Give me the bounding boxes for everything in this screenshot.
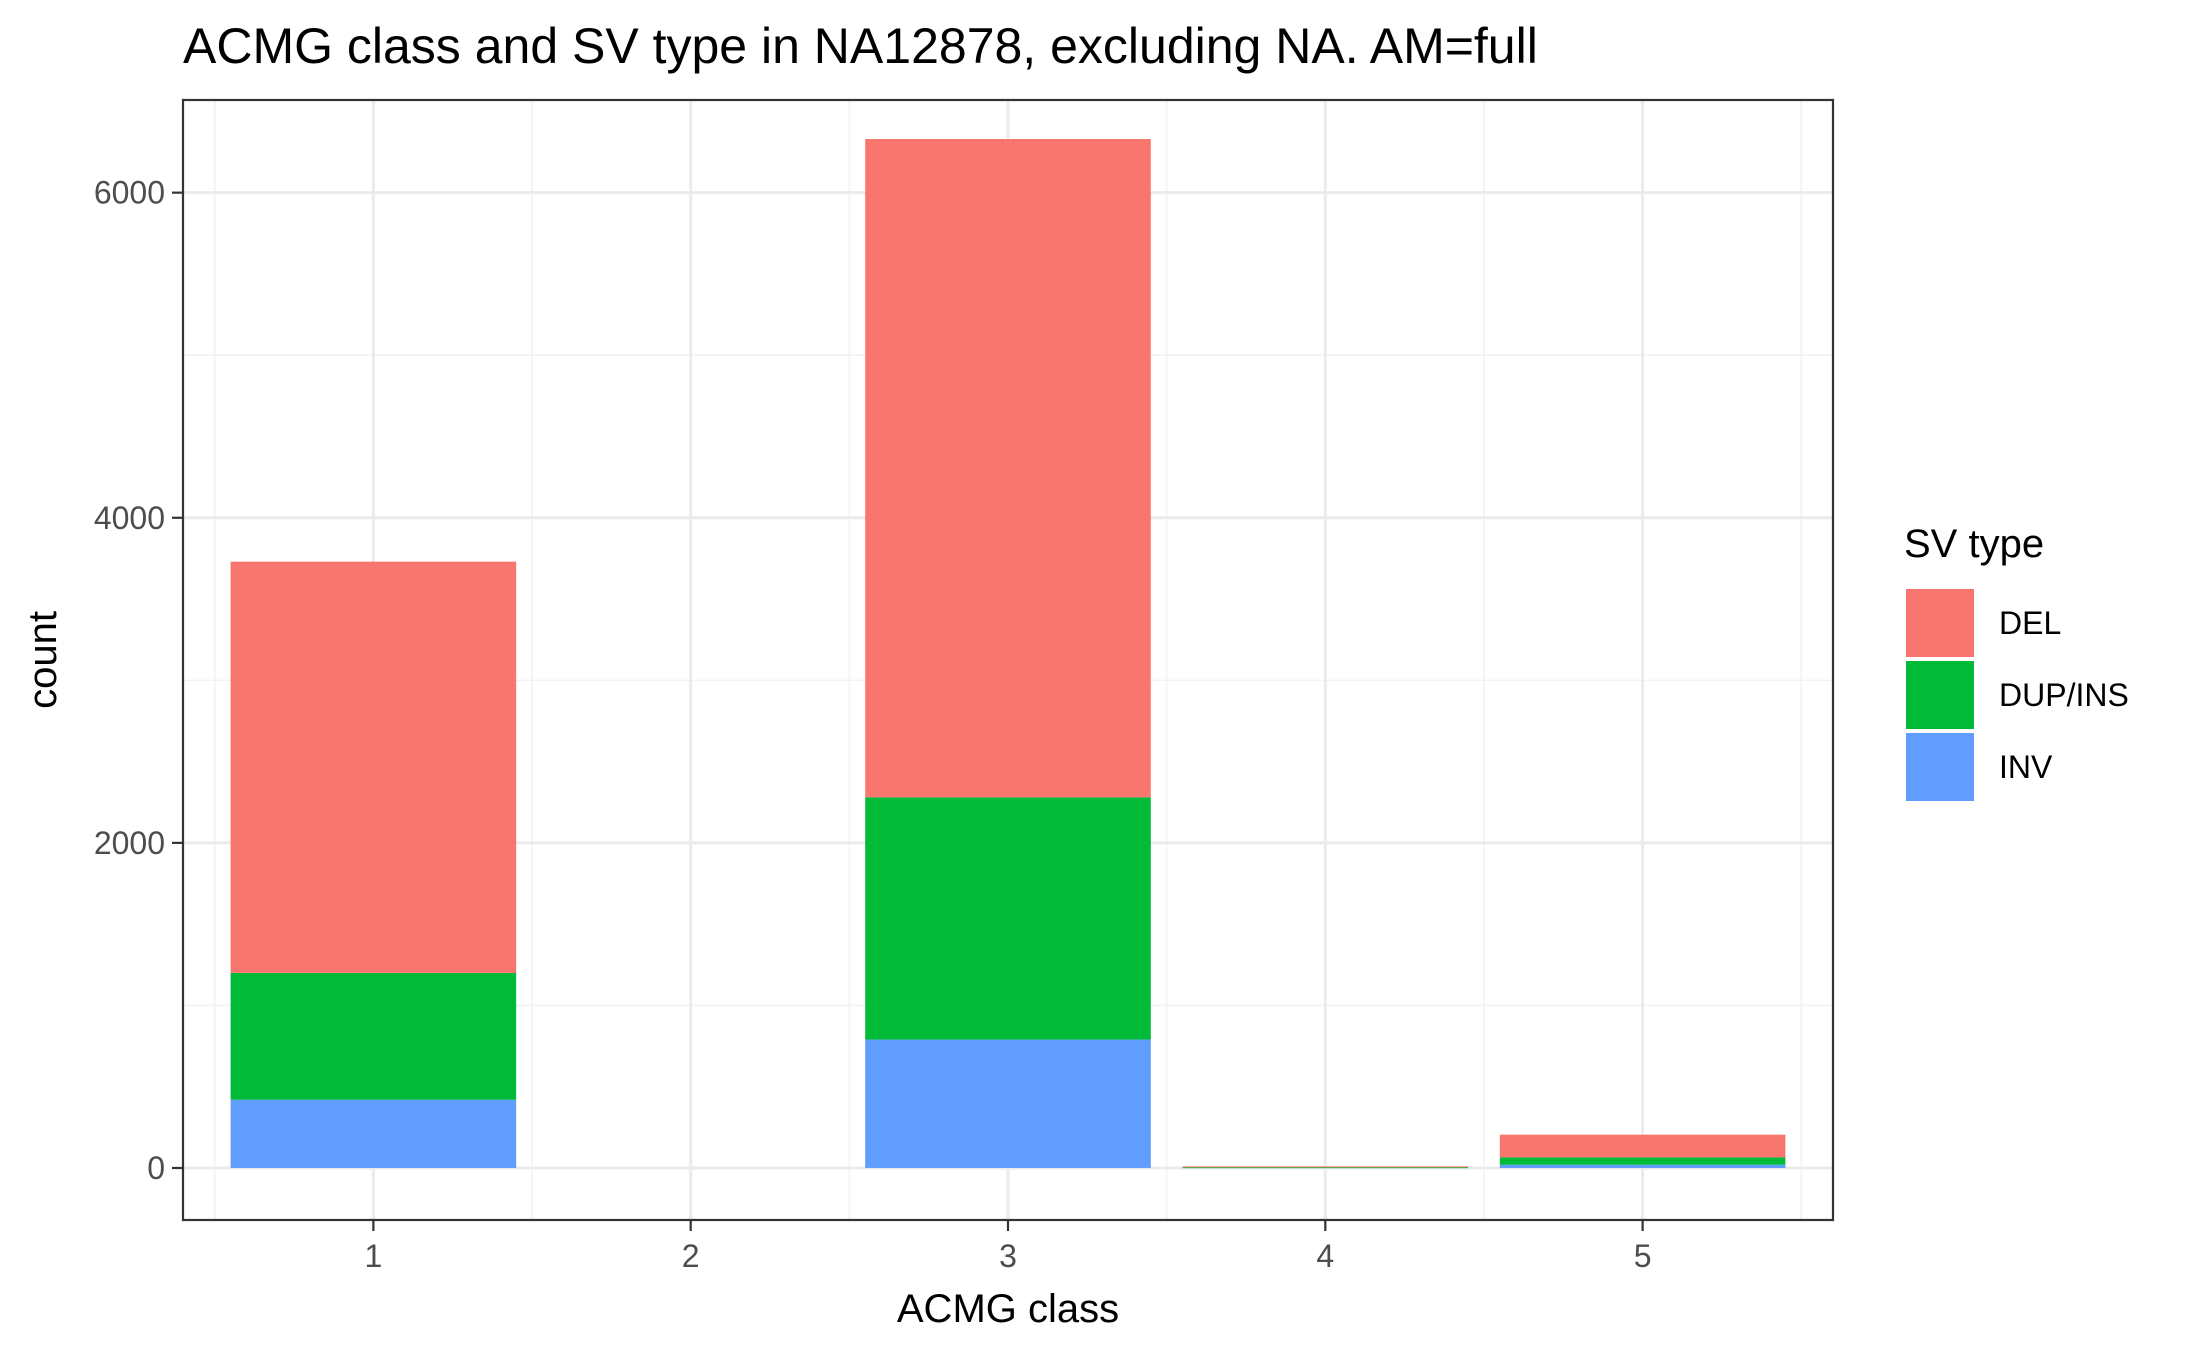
legend-items: DEL DUP/INS INV: [1906, 589, 2129, 801]
x-tick-label: 3: [999, 1238, 1017, 1274]
y-axis: 0 2000 4000 6000: [94, 175, 183, 1186]
bar-dup-ins-class-1: [230, 972, 517, 1100]
y-tick-label: 6000: [94, 175, 165, 211]
y-tick-label: 2000: [94, 825, 165, 861]
x-axis-title: ACMG class: [897, 1287, 1119, 1331]
legend-label: DEL: [1999, 605, 2061, 641]
y-tick-label: 0: [147, 1150, 165, 1186]
chart-title: ACMG class and SV type in NA12878, exclu…: [183, 18, 1538, 74]
bars: [230, 139, 1786, 1169]
x-tick-label: 4: [1316, 1238, 1334, 1274]
legend: SV type DEL DUP/INS INV: [1904, 522, 2129, 801]
x-tick-label: 5: [1634, 1238, 1652, 1274]
x-axis: 1 2 3 4 5: [364, 1220, 1652, 1274]
legend-label: DUP/INS: [1999, 677, 2129, 713]
legend-label: INV: [1999, 749, 2053, 785]
bar-dup-ins-class-4: [1182, 1167, 1469, 1169]
bar-inv-class-3: [865, 1039, 1151, 1168]
bar-del-class-1: [230, 561, 517, 973]
plot-panel: [181, 98, 1835, 1222]
legend-key-inv: [1906, 733, 1974, 801]
bar-del-class-4: [1182, 1166, 1469, 1168]
bar-dup-ins-class-3: [865, 797, 1151, 1040]
bar-inv-class-5: [1499, 1164, 1786, 1168]
bar-del-class-5: [1499, 1134, 1786, 1158]
x-tick-label: 1: [364, 1238, 382, 1274]
legend-key-dup-ins: [1906, 661, 1974, 729]
y-axis-title: count: [21, 611, 65, 709]
bar-dup-ins-class-5: [1499, 1157, 1786, 1165]
legend-title: SV type: [1904, 522, 2044, 566]
bar-inv-class-1: [230, 1099, 517, 1168]
bar-del-class-3: [865, 139, 1151, 798]
y-tick-label: 4000: [94, 500, 165, 536]
legend-key-del: [1906, 589, 1974, 657]
x-tick-label: 2: [682, 1238, 700, 1274]
